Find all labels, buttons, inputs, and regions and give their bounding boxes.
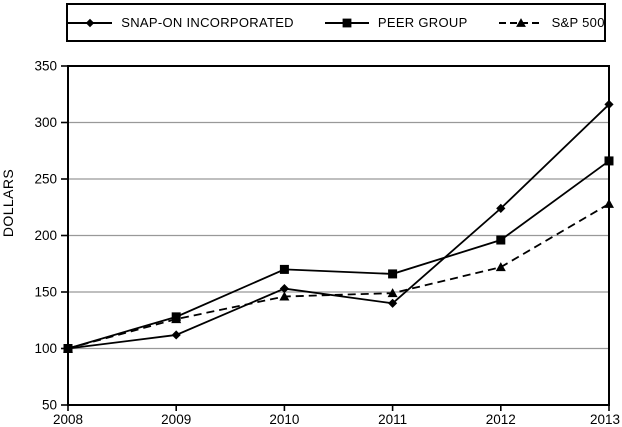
legend-label-sp500: S&P 500 <box>551 15 605 30</box>
y-tick-label: 150 <box>34 285 57 300</box>
square-marker-icon <box>171 312 181 322</box>
x-tick-label: 2010 <box>269 412 299 427</box>
triangle-marker-icon <box>498 17 543 27</box>
triangle-marker-icon <box>604 198 614 208</box>
triangle-marker-icon <box>387 288 398 298</box>
y-tick-label: 350 <box>34 59 57 74</box>
x-tick-label: 2011 <box>378 412 407 427</box>
square-marker-icon <box>63 344 73 353</box>
x-tick-label: 2012 <box>486 412 516 427</box>
legend-item-snap-on: SNAP-ON INCORPORATED <box>67 15 294 30</box>
series-line-peer-group <box>67 160 610 350</box>
y-axis-title: DOLLARS <box>0 169 16 237</box>
diamond-marker-icon <box>68 18 113 27</box>
diamond-marker-icon <box>279 284 289 294</box>
series-line-snap-on-incorporated <box>67 103 610 350</box>
triangle-marker-icon <box>495 262 506 272</box>
square-marker-icon <box>388 269 398 279</box>
triangle-marker-icon <box>279 291 290 301</box>
legend-label-peer-group: PEER GROUP <box>377 15 468 30</box>
series-line-s-p-500 <box>67 203 610 350</box>
diamond-marker-icon <box>171 330 181 340</box>
x-tick-label: 2008 <box>53 412 83 427</box>
legend-item-peer-group: PEER GROUP <box>324 15 468 30</box>
chart-legend: SNAP-ON INCORPORATED PEER GROUP S&P 500 <box>66 3 606 42</box>
y-tick-label: 250 <box>34 172 57 187</box>
y-tick-label: 300 <box>34 115 57 130</box>
y-tick-label: 50 <box>42 398 57 413</box>
diamond-marker-icon <box>86 18 95 27</box>
y-tick-label: 100 <box>34 341 57 356</box>
diamond-marker-icon <box>388 298 398 308</box>
square-marker-icon <box>279 264 289 274</box>
x-tick-label: 2013 <box>590 412 620 427</box>
legend-label-snap-on: SNAP-ON INCORPORATED <box>121 15 294 30</box>
square-marker-icon <box>342 18 352 27</box>
square-marker-icon <box>324 18 369 27</box>
diamond-marker-icon <box>604 99 614 110</box>
square-marker-icon <box>604 156 614 166</box>
y-tick-label: 200 <box>34 228 57 243</box>
x-tick-label: 2009 <box>161 412 191 427</box>
legend-item-sp500: S&P 500 <box>498 15 605 30</box>
triangle-marker-icon <box>515 17 526 27</box>
diamond-marker-icon <box>496 203 506 213</box>
square-marker-icon <box>496 235 506 245</box>
